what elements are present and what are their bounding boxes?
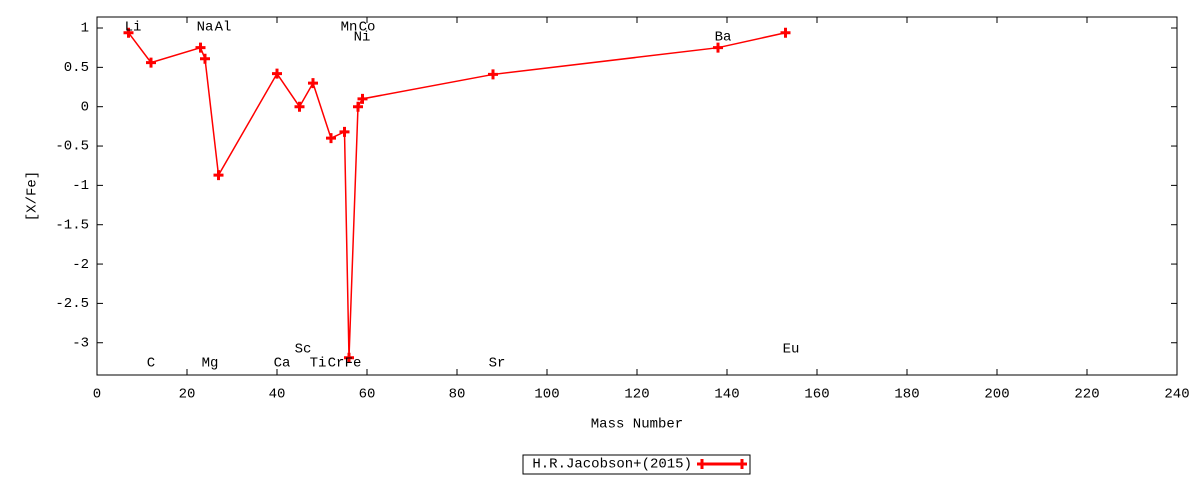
point-label: Fe [345, 356, 362, 372]
point-label: Al [215, 20, 232, 36]
x-tick-label: 140 [714, 387, 739, 403]
point-marker [213, 170, 224, 181]
legend-box [522, 454, 751, 475]
x-tick-label: 100 [534, 387, 559, 403]
point-label: Sr [489, 356, 506, 372]
y-tick-label: -2 [72, 257, 89, 273]
y-tick-label: -2.5 [55, 296, 89, 312]
point-label: Co [359, 20, 376, 36]
legend-label: H.R.Jacobson+(2015) [532, 457, 692, 473]
x-tick-label: 180 [894, 387, 919, 403]
point-label: Na [197, 20, 214, 36]
point-marker [353, 101, 363, 112]
x-tick-label: 80 [449, 387, 466, 403]
point-marker [146, 57, 156, 68]
x-tick-label: 220 [1074, 387, 1099, 403]
y-tick-label: 0 [81, 99, 89, 115]
x-axis-label: Mass Number [591, 417, 683, 433]
y-tick-label: 0.5 [64, 60, 89, 76]
point-label: Li [125, 20, 142, 36]
point-marker [713, 42, 723, 53]
point-marker [339, 126, 350, 137]
y-tick-label: -3 [72, 335, 89, 351]
y-tick-label: 1 [81, 21, 89, 37]
point-marker [195, 42, 206, 53]
point-marker [308, 78, 318, 89]
point-marker [123, 27, 134, 38]
x-tick-label: 20 [179, 387, 196, 403]
x-tick-label: 40 [269, 387, 286, 403]
point-marker [200, 53, 210, 64]
point-label: Ba [715, 30, 732, 46]
point-marker [780, 27, 791, 38]
point-marker [326, 133, 336, 144]
point-label: Cr [328, 356, 345, 372]
point-label: Ti [310, 356, 327, 372]
y-tick-label: -1.5 [55, 217, 89, 233]
x-tick-label: 200 [984, 387, 1009, 403]
point-label: Ni [354, 30, 371, 46]
point-marker [272, 68, 282, 79]
x-tick-label: 120 [624, 387, 649, 403]
y-tick-label: -1 [72, 178, 89, 194]
point-label: Ca [274, 356, 291, 372]
x-tick-label: 240 [1164, 387, 1189, 403]
y-axis-label: [X/Fe] [25, 171, 41, 221]
legend-marker [697, 459, 747, 469]
point-label: C [147, 356, 155, 372]
point-marker [357, 93, 368, 104]
point-marker [488, 69, 498, 80]
y-tick-label: -0.5 [55, 139, 89, 155]
point-label: Mg [202, 356, 219, 372]
point-marker [294, 101, 305, 112]
x-tick-label: 60 [359, 387, 376, 403]
x-tick-label: 160 [804, 387, 829, 403]
point-label: Sc [295, 342, 312, 358]
point-marker [344, 352, 354, 363]
series-line [127, 32, 786, 358]
point-label: Eu [783, 342, 800, 358]
plot-frame [96, 16, 1178, 376]
point-label: Mn [341, 20, 358, 36]
x-tick-label: 0 [93, 387, 101, 403]
